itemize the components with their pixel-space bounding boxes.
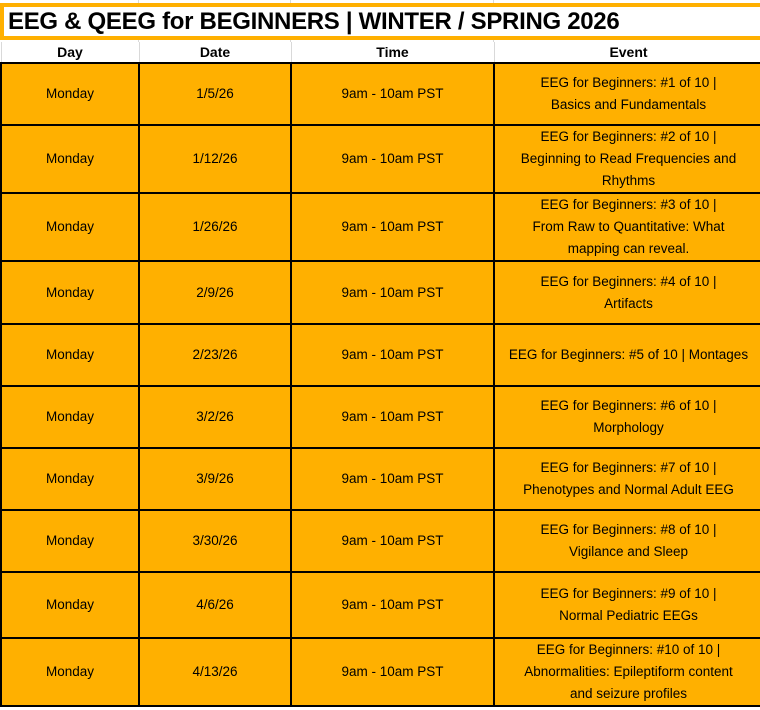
column-header-time[interactable]: Time — [290, 42, 495, 63]
event-line: EEG for Beginners: #8 of 10 | — [540, 522, 717, 537]
day-cell[interactable]: Monday — [0, 637, 140, 707]
day-cell[interactable]: Monday — [0, 571, 140, 639]
event-cell[interactable]: EEG for Beginners: #8 of 10 | Vigilance a… — [493, 509, 760, 573]
event-cell[interactable]: EEG for Beginners: #6 of 10 | Morphology — [493, 385, 760, 449]
event-line: Basics and Fundamentals — [550, 97, 707, 112]
column-header-day[interactable]: Day — [0, 42, 140, 63]
date-cell[interactable]: 2/9/26 — [138, 260, 292, 325]
date-cell[interactable]: 2/23/26 — [138, 323, 292, 387]
event-line: EEG for Beginners: #1 of 10 | — [540, 75, 717, 90]
event-line: mapping can reveal. — [567, 241, 690, 256]
event-line: Artifacts — [604, 295, 653, 311]
day-cell[interactable]: Monday — [0, 323, 140, 387]
table-row: Monday 4/13/26 9am - 10am PST EEG for Begin… — [0, 637, 760, 707]
event-line: Beginning to Read Frequencies and — [520, 151, 737, 166]
day-cell[interactable]: Monday — [0, 447, 140, 511]
date-cell[interactable]: 4/13/26 — [138, 637, 292, 707]
time-cell[interactable]: 9am - 10am PST — [290, 637, 495, 707]
event-cell[interactable]: EEG for Beginners: #9 of 10 | Normal Pedi… — [493, 571, 760, 639]
schedule-table: Day Date Time Event Monday 1/5/26 9am - 10… — [0, 42, 760, 707]
event-line: EEG for Beginners: #7 of 10 | — [540, 460, 717, 475]
column-header-event[interactable]: Event — [493, 42, 760, 63]
date-cell[interactable]: 1/5/26 — [138, 62, 292, 126]
column-header-date[interactable]: Date — [138, 42, 292, 63]
event-line: Vigilance and Sleep — [568, 544, 689, 559]
table-row: Monday 1/5/26 9am - 10am PST EEG for Beginn… — [0, 62, 760, 126]
date-cell[interactable]: 1/26/26 — [138, 192, 292, 262]
event-cell[interactable]: EEG for Beginners: #3 of 10 | From Raw to… — [493, 192, 760, 262]
time-cell[interactable]: 9am - 10am PST — [290, 124, 495, 194]
date-cell[interactable]: 3/2/26 — [138, 385, 292, 449]
date-cell[interactable]: 1/12/26 — [138, 124, 292, 194]
time-cell[interactable]: 9am - 10am PST — [290, 260, 495, 325]
header-row: Day Date Time Event — [0, 42, 760, 63]
event-line: EEG for Beginners: #2 of 10 | — [540, 129, 717, 144]
day-cell[interactable]: Monday — [0, 124, 140, 194]
time-cell[interactable]: 9am - 10am PST — [290, 62, 495, 126]
event-cell[interactable]: EEG for Beginners: #1 of 10 | Basics and … — [493, 62, 760, 126]
table-row: Monday 1/12/26 9am - 10am PST EEG for Begin… — [0, 124, 760, 194]
event-line: EEG for Beginners: #10 of 10 | — [536, 642, 721, 657]
event-line: EEG for Beginners: #5 of 10 | Montages — [508, 347, 749, 362]
time-cell[interactable]: 9am - 10am PST — [290, 192, 495, 262]
event-line: Phenotypes and Normal Adult EEG — [523, 482, 734, 497]
date-cell[interactable]: 3/30/26 — [138, 509, 292, 573]
event-cell[interactable]: EEG for Beginners: #4 of 10 | Artifacts — [493, 260, 760, 325]
time-cell[interactable]: 9am - 10am PST — [290, 509, 495, 573]
event-line: and seizure profiles — [569, 686, 688, 701]
event-line: EEG for Beginners: #4 of 10 | — [540, 273, 717, 289]
title-cell[interactable]: EEG & QEEG for BEGINNERS | WINTER / SPRI… — [0, 3, 760, 40]
event-cell[interactable]: EEG for Beginners: #7 of 10 | Phenotypes … — [493, 447, 760, 511]
event-line: EEG for Beginners: #9 of 10 | — [540, 586, 717, 601]
table-row: Monday 1/26/26 9am - 10am PST EEG for Begin… — [0, 192, 760, 262]
table-row: Monday 3/2/26 9am - 10am PST EEG for Beginn… — [0, 385, 760, 449]
table-row: Monday 2/9/26 9am - 10am PST EEG for Beginn… — [0, 260, 760, 325]
day-cell[interactable]: Monday — [0, 62, 140, 126]
event-cell[interactable]: EEG for Beginners: #2 of 10 | Beginning t… — [493, 124, 760, 194]
day-cell[interactable]: Monday — [0, 260, 140, 325]
table-row: Monday 3/9/26 9am - 10am PST EEG for Beginn… — [0, 447, 760, 511]
day-cell[interactable]: Monday — [0, 192, 140, 262]
event-cell[interactable]: EEG for Beginners: #5 of 10 | Montages — [493, 323, 760, 387]
event-line: Normal Pediatric EEGs — [559, 608, 698, 623]
event-cell[interactable]: EEG for Beginners: #10 of 10 | Abnormalit… — [493, 637, 760, 707]
event-line: EEG for Beginners: #3 of 10 | — [540, 197, 717, 212]
date-cell[interactable]: 3/9/26 — [138, 447, 292, 511]
time-cell[interactable]: 9am - 10am PST — [290, 447, 495, 511]
event-line: Abnormalities: Epileptiform content — [524, 664, 733, 679]
time-cell[interactable]: 9am - 10am PST — [290, 385, 495, 449]
event-line: From Raw to Quantitative: What — [532, 219, 725, 234]
table-row: Monday 4/6/26 9am - 10am PST EEG for Beginn… — [0, 571, 760, 639]
date-cell[interactable]: 4/6/26 — [138, 571, 292, 639]
day-cell[interactable]: Monday — [0, 385, 140, 449]
day-cell[interactable]: Monday — [0, 509, 140, 573]
time-cell[interactable]: 9am - 10am PST — [290, 571, 495, 639]
event-line: EEG for Beginners: #6 of 10 | — [540, 398, 717, 413]
event-line: Morphology — [593, 420, 664, 435]
table-row: Monday 2/23/26 9am - 10am PST EEG for Begin… — [0, 323, 760, 387]
event-line: Rhythms — [601, 173, 656, 188]
page-title: EEG & QEEG for BEGINNERS | WINTER / SPRI… — [8, 8, 620, 35]
table-row: Monday 3/30/26 9am - 10am PST EEG for Begin… — [0, 509, 760, 573]
time-cell[interactable]: 9am - 10am PST — [290, 323, 495, 387]
